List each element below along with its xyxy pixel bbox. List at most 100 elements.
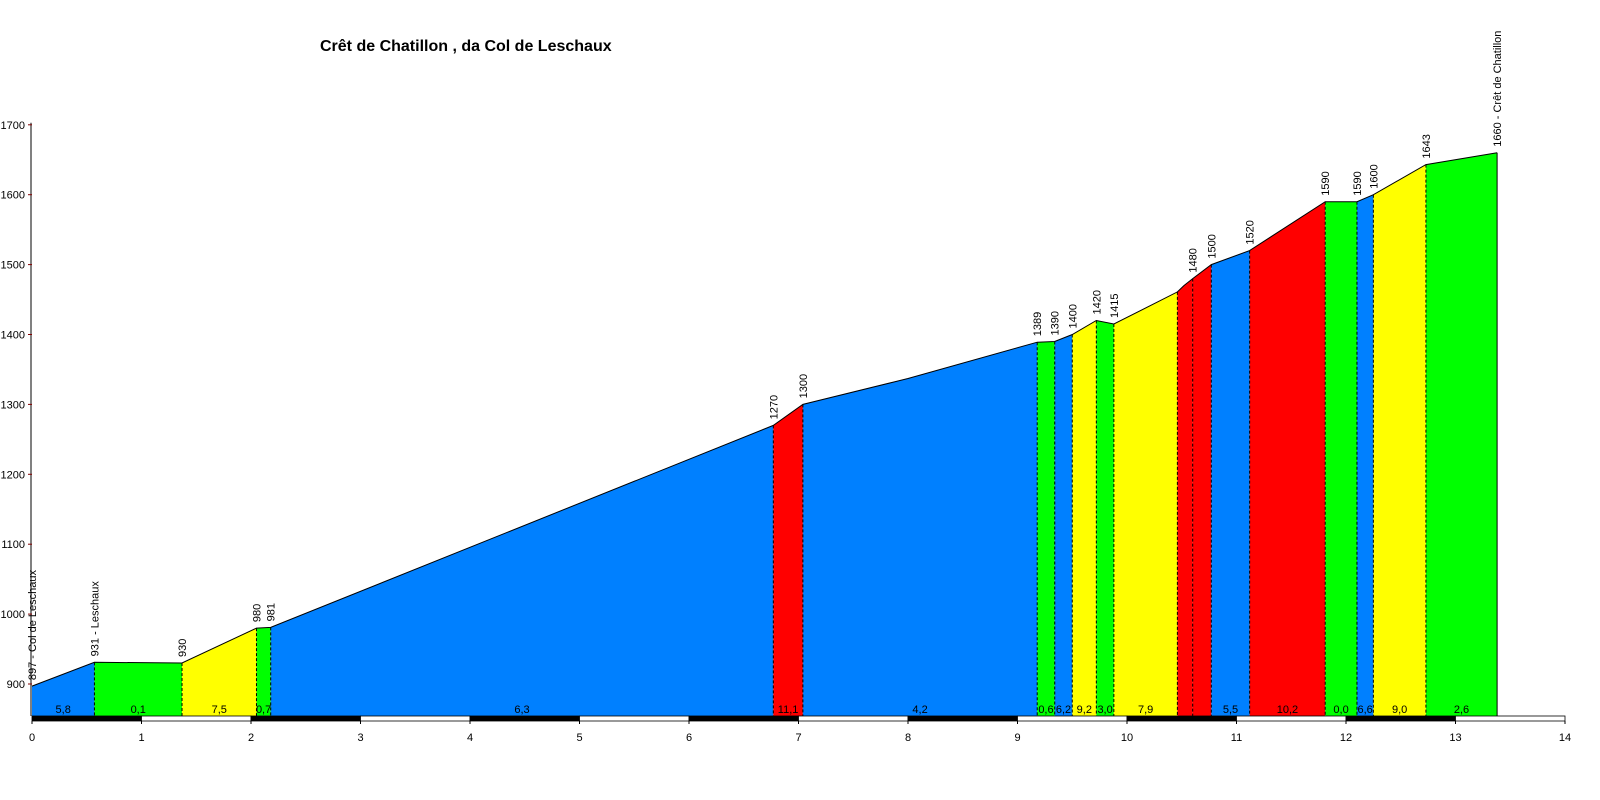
x-tick-label: 10 <box>1121 732 1133 744</box>
km-bar-block <box>688 715 799 722</box>
gradient-label: 6,2 <box>1056 704 1071 716</box>
gradient-label: 0,6 <box>1038 704 1053 716</box>
profile-segment <box>182 628 257 716</box>
elevation-label: 1590 <box>1320 171 1332 195</box>
elevation-label: 1590 <box>1352 171 1364 195</box>
profile-segment <box>1054 334 1073 716</box>
x-tick-label: 13 <box>1449 732 1461 744</box>
y-tick-label: 1000 <box>1 609 25 621</box>
gradient-label: 7,9 <box>1138 704 1153 716</box>
elevation-label: 1390 <box>1050 311 1062 335</box>
elevation-label: 980 <box>251 604 263 622</box>
km-bar-block <box>141 715 252 722</box>
km-bar-block <box>579 715 690 722</box>
km-bar-block <box>250 715 361 722</box>
elevation-label: 1415 <box>1109 294 1121 318</box>
y-tick-label: 1700 <box>1 120 25 132</box>
profile-segments <box>32 152 1498 717</box>
gradient-label: 9,2 <box>1077 704 1092 716</box>
y-tick-label: 1200 <box>1 469 25 481</box>
elevation-label: 931 - Leschaux <box>89 581 101 657</box>
profile-segment <box>94 662 182 716</box>
gradient-label: 9,0 <box>1392 704 1407 716</box>
elevation-label: 1389 <box>1032 312 1044 336</box>
x-tick-label: 1 <box>138 732 144 744</box>
elevation-label: 1520 <box>1245 220 1257 244</box>
km-bar-block <box>1345 715 1456 722</box>
km-bar-block <box>1455 715 1566 722</box>
elevation-labels: 897 - Col de Leschaux 931 - Leschaux 930 98… <box>27 31 1504 681</box>
x-tick-label: 11 <box>1231 732 1242 744</box>
elevation-label: 1400 <box>1067 304 1079 328</box>
profile-segment <box>773 404 803 716</box>
elevation-label: 1300 <box>798 374 810 398</box>
km-bar-block <box>31 715 142 722</box>
y-axis: 900 1000 1100 1200 1300 1400 1500 1600 1700 <box>1 120 32 716</box>
profile-segment <box>1037 341 1055 716</box>
y-tick-label: 1100 <box>1 539 25 551</box>
profile-segment <box>1211 250 1250 716</box>
elevation-label: 1480 <box>1188 248 1200 272</box>
km-bar-block <box>907 715 1018 722</box>
elevation-label: 930 <box>177 639 189 657</box>
x-tick-label: 6 <box>686 732 692 744</box>
elevation-label: 1500 <box>1206 234 1218 258</box>
gradient-label: 4,2 <box>912 704 927 716</box>
profile-outline-line <box>31 152 1498 687</box>
segment-dividers <box>93 152 1498 716</box>
x-tick-label: 7 <box>795 732 801 744</box>
gradient-label: 11,1 <box>778 704 799 716</box>
elevation-label: 1643 <box>1421 134 1433 158</box>
profile-segment <box>1113 291 1178 716</box>
gradient-label: 2,6 <box>1454 704 1469 716</box>
gradient-labels: 5,8 0,1 7,5 0,7 6,3 11,1 4,2 0,6 6,2 9,2 3,0 7,9 5,5… <box>56 704 1470 716</box>
profile-segment <box>1425 152 1498 717</box>
x-tick-label: 14 <box>1559 732 1571 744</box>
profile-segment <box>1325 201 1357 716</box>
profile-segment <box>1192 264 1212 716</box>
profile-segment <box>1177 278 1193 716</box>
gradient-label: 0,0 <box>1333 704 1348 716</box>
gradient-label: 5,5 <box>1223 704 1238 716</box>
x-tick-label: 9 <box>1014 732 1020 744</box>
profile-segment <box>1373 164 1426 717</box>
km-bar-block <box>1126 715 1237 722</box>
profile-segment <box>32 662 95 716</box>
x-tick-label: 5 <box>576 732 582 744</box>
profile-segment <box>802 342 1038 716</box>
gradient-label: 0,1 <box>131 704 146 716</box>
gradient-label: 3,0 <box>1097 704 1112 716</box>
x-tick-label: 2 <box>248 732 254 744</box>
chart-title: Crêt de Chatillon , da Col de Leschaux <box>320 38 612 55</box>
x-tick-label: 12 <box>1340 732 1352 744</box>
profile-segment <box>1096 320 1114 716</box>
profile-segment <box>256 627 271 716</box>
x-tick-label: 4 <box>467 732 473 744</box>
km-bar-block <box>360 715 471 722</box>
elevation-label: 1660 - Crêt de Chatillon <box>1492 31 1504 147</box>
elevation-label: 981 <box>266 603 278 621</box>
profile-segment <box>1249 201 1326 716</box>
km-bar-block <box>1236 715 1347 722</box>
y-tick-label: 1500 <box>1 260 25 272</box>
elevation-label: 897 - Col de Leschaux <box>27 570 39 681</box>
x-tick-label: 8 <box>905 732 911 744</box>
profile-segment <box>1072 320 1097 716</box>
x-axis: 0 1 2 3 4 5 6 7 8 9 10 11 12 13 14 <box>29 715 1571 744</box>
km-bar-block <box>469 715 580 722</box>
x-tick-label: 0 <box>29 732 35 744</box>
km-bar-block <box>798 715 909 722</box>
profile-outline <box>31 152 1498 687</box>
gradient-label: 5,8 <box>56 704 71 716</box>
elevation-label: 1420 <box>1091 290 1103 314</box>
x-tick-label: 3 <box>357 732 363 744</box>
gradient-label: 6,3 <box>514 704 529 716</box>
y-tick-label: 900 <box>7 679 25 691</box>
profile-segment <box>1357 194 1374 716</box>
elevation-label: 1270 <box>768 395 780 419</box>
profile-segment <box>270 425 774 716</box>
gradient-label: 6,6 <box>1358 704 1373 716</box>
y-tick-label: 1400 <box>1 330 25 342</box>
km-bar-block <box>1017 715 1128 722</box>
